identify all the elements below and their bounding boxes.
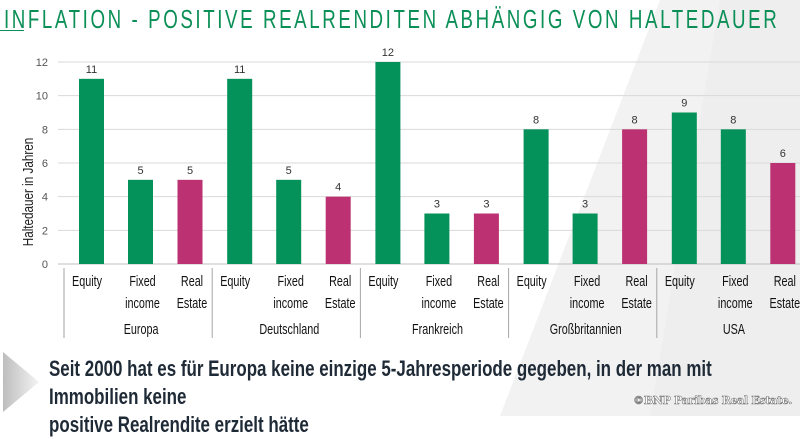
data-label: 8 <box>632 114 638 126</box>
x-category-label: Real <box>181 272 203 289</box>
y-tick-label: 10 <box>36 91 48 103</box>
x-category-label: Equity <box>220 272 250 289</box>
bar-fixed-income <box>276 179 302 264</box>
bar-real-estate <box>473 213 499 264</box>
x-category-label: Equity <box>368 272 398 289</box>
data-label: 3 <box>483 199 489 211</box>
bar-equity <box>523 129 549 264</box>
x-axis-group-labels: Europa Deutschland Frankreich Großbritannie… <box>63 268 745 338</box>
bar-equity <box>79 78 104 264</box>
bar-fixed-income <box>128 179 153 264</box>
x-category-label: Estate <box>770 294 800 311</box>
y-tick-label: 0 <box>42 259 48 271</box>
x-category-label: income <box>422 294 457 311</box>
data-label: 6 <box>780 148 786 160</box>
title-underline <box>0 30 24 31</box>
y-tick-label: 4 <box>42 192 48 204</box>
data-label: 12 <box>382 47 394 59</box>
x-category-label: Equity <box>517 272 547 289</box>
footer-arrow-icon <box>3 352 39 412</box>
x-category-label: Fixed <box>426 272 452 289</box>
footer-statement-line1: Seit 2000 hat es für Europa keine einzig… <box>49 356 712 409</box>
data-label: 4 <box>335 182 341 194</box>
x-category-label: income <box>718 294 753 311</box>
x-category-label: Real <box>477 272 499 289</box>
data-label: 5 <box>137 165 143 177</box>
x-category-label: Estate <box>621 294 652 311</box>
data-label: 8 <box>533 114 539 126</box>
y-axis-label: Haltedauer in Jahren <box>20 138 37 247</box>
x-category-label: Equity <box>72 272 102 289</box>
x-category-label: Fixed <box>129 272 155 289</box>
bar-real-estate <box>325 196 351 264</box>
data-label: 5 <box>286 165 292 177</box>
data-label: 11 <box>234 64 245 76</box>
copyright-notice: ©BNP Paribas Real Estate. <box>633 394 793 408</box>
y-axis-ticks: 0 2 4 6 8 10 12 <box>36 57 48 271</box>
bar-real-estate <box>177 179 203 264</box>
bar-fixed-income <box>720 129 746 264</box>
page-title: INFLATION - POSITIVE REALRENDITEN ABHÄNG… <box>4 4 780 34</box>
bar-equity <box>375 62 401 264</box>
data-labels: 11 5 5 11 5 4 12 3 3 8 3 8 9 8 6 <box>86 47 786 211</box>
x-group-label: Großbritannien <box>550 320 622 337</box>
bar-equity <box>227 78 253 264</box>
data-label: 8 <box>730 114 736 126</box>
x-category-label: Fixed <box>722 272 748 289</box>
data-label: 11 <box>86 64 97 76</box>
x-category-label: Fixed <box>574 272 600 289</box>
x-group-label: USA <box>723 320 745 337</box>
x-category-label: Equity <box>665 272 695 289</box>
bar-fixed-income <box>424 213 450 264</box>
x-category-label: Real <box>329 272 351 289</box>
x-category-label: Real <box>626 272 648 289</box>
bar-fixed-income <box>572 213 598 264</box>
x-category-label: Estate <box>325 294 356 311</box>
x-group-label: Deutschland <box>259 320 319 337</box>
data-label: 5 <box>187 165 193 177</box>
x-category-label: Estate <box>177 294 208 311</box>
data-label: 3 <box>434 199 440 211</box>
x-category-label: Fixed <box>278 272 304 289</box>
bar-real-estate <box>622 129 648 264</box>
x-group-label: Frankreich <box>412 320 463 337</box>
footer-statement-line2: positive Realrendite erzielt hätte <box>49 412 309 437</box>
y-tick-label: 8 <box>42 124 48 136</box>
data-label: 9 <box>681 98 687 110</box>
x-group-label: Europa <box>124 320 159 337</box>
x-category-label: Estate <box>473 294 504 311</box>
bar-real-estate <box>770 163 796 264</box>
y-tick-label: 12 <box>36 57 48 69</box>
data-label: 3 <box>582 199 588 211</box>
x-category-label: income <box>570 294 605 311</box>
x-category-label: income <box>125 294 160 311</box>
bars <box>79 62 796 264</box>
x-category-label: income <box>273 294 308 311</box>
x-category-label: Real <box>774 272 796 289</box>
bar-equity <box>671 112 697 264</box>
y-tick-label: 2 <box>42 225 48 237</box>
x-axis-category-labels: Equity Fixed income Real Estate Equity Fixed in… <box>72 272 800 311</box>
y-tick-label: 6 <box>42 158 48 170</box>
